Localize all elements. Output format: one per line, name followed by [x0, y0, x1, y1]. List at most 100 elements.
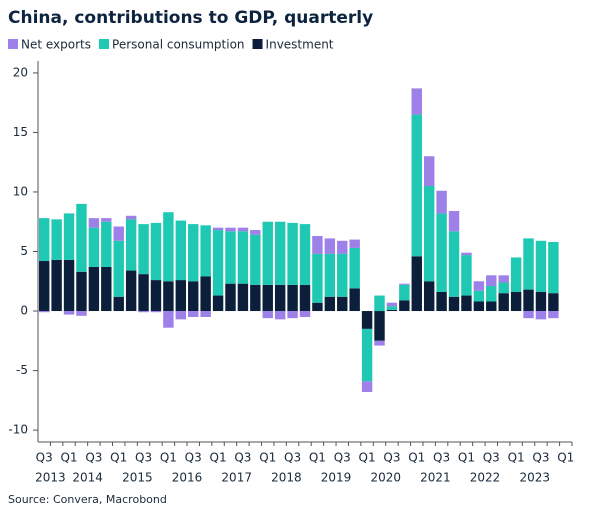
y-tick-label: -5: [16, 363, 28, 377]
bar-segment: [473, 281, 485, 291]
bar-segment: [76, 311, 87, 316]
bar-segment: [399, 284, 410, 301]
bar-segment: [436, 291, 447, 312]
bar-segment: [423, 186, 435, 282]
bar-segment: [312, 253, 323, 303]
bar-segment: [337, 253, 348, 297]
x-tick-label: Q1: [508, 451, 525, 465]
bar-segment: [498, 282, 509, 294]
bar-segment: [436, 213, 447, 292]
bar-segment: [535, 240, 547, 292]
legend-swatch: [252, 39, 263, 49]
bar-segment: [299, 224, 311, 285]
bar-segment: [88, 266, 100, 312]
bar-segment: [361, 311, 373, 329]
bar-segment: [486, 275, 497, 287]
year-label: 2017: [221, 471, 252, 485]
x-tick-label: Q3: [433, 451, 450, 465]
bar-segment: [448, 296, 460, 312]
bar-segment: [324, 296, 336, 312]
bar-segment: [548, 311, 559, 319]
bar-segment: [262, 311, 273, 319]
bar-segment: [76, 271, 87, 312]
bar-segment: [461, 252, 472, 256]
y-tick-label: 0: [20, 304, 28, 318]
bar-segment: [39, 218, 50, 262]
x-tick-label: Q3: [185, 451, 202, 465]
y-tick-label: 15: [13, 125, 28, 139]
x-tick-label: Q1: [309, 451, 326, 465]
bar-segment: [312, 302, 323, 312]
y-tick-label: 5: [20, 244, 28, 258]
year-label: 2022: [470, 471, 501, 485]
bar-segment: [448, 211, 460, 232]
bar-segment: [299, 284, 311, 312]
bar-segment: [88, 218, 100, 228]
bar-segment: [411, 256, 422, 312]
bar-segment: [312, 236, 323, 254]
bar-segment: [461, 295, 472, 312]
x-tick-label: Q3: [234, 451, 251, 465]
year-label: 2023: [519, 471, 550, 485]
bar-segment: [386, 306, 398, 310]
bar-segment: [113, 240, 124, 297]
bar-segment: [473, 290, 485, 302]
year-label: 2018: [271, 471, 302, 485]
x-tick-label: Q3: [334, 451, 351, 465]
bar-segment: [399, 283, 410, 285]
y-tick-label: 20: [13, 65, 28, 79]
bar-segment: [274, 221, 286, 285]
bar-segment: [436, 190, 447, 214]
bar-segment: [535, 311, 547, 320]
bar-segment: [125, 215, 137, 220]
bar-segment: [349, 247, 360, 289]
bar-segment: [250, 230, 261, 235]
bar-segment: [163, 281, 174, 312]
bar-segment: [175, 280, 187, 312]
legend-label: Net exports: [21, 38, 91, 52]
bar-segment: [150, 280, 162, 312]
bar-segment: [39, 311, 50, 313]
legend-swatch: [8, 39, 18, 49]
bar-segment: [63, 311, 75, 315]
bar-segment: [163, 311, 174, 328]
bar-segment: [250, 284, 261, 312]
x-tick-label: Q3: [36, 451, 53, 465]
year-label: 2019: [321, 471, 352, 485]
year-label: 2014: [72, 471, 103, 485]
bar-segment: [287, 311, 298, 319]
bar-segment: [411, 88, 422, 115]
x-tick-label: Q1: [60, 451, 77, 465]
bar-segment: [498, 275, 509, 283]
bar-segment: [473, 301, 485, 312]
bar-segment: [510, 257, 522, 292]
bar-segment: [63, 259, 75, 312]
bar-segment: [337, 240, 348, 254]
bar-segment: [225, 283, 236, 312]
bar-segment: [225, 231, 236, 284]
bar-segment: [150, 311, 162, 313]
bar-segment: [349, 288, 360, 312]
x-tick-label: Q3: [85, 451, 102, 465]
bar-segment: [175, 220, 187, 281]
x-tick-label: Q1: [160, 451, 177, 465]
bar-segment: [76, 203, 87, 272]
bar-segment: [200, 276, 211, 312]
chart-title: China, contributions to GDP, quarterly: [8, 8, 373, 28]
bar-segment: [448, 231, 460, 297]
bar-segment: [349, 239, 360, 248]
bar-segment: [188, 281, 199, 312]
bar-segment: [237, 283, 249, 312]
bar-segment: [237, 227, 249, 232]
bar-segment: [523, 289, 534, 312]
legend-swatch: [99, 39, 110, 49]
bar-segment: [138, 274, 149, 312]
bar-segment: [188, 224, 199, 282]
bar-segment: [138, 224, 149, 275]
bar-segment: [535, 291, 547, 312]
bar-segment: [299, 311, 311, 317]
bar-segment: [374, 311, 385, 341]
year-label: 2016: [172, 471, 203, 485]
year-label: 2015: [122, 471, 153, 485]
bar-segment: [39, 261, 50, 312]
